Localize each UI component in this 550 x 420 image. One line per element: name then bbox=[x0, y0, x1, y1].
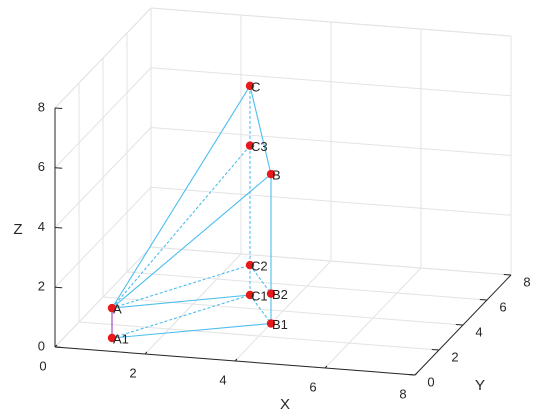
edge bbox=[249, 85, 272, 175]
grid-line bbox=[150, 67, 512, 97]
point bbox=[245, 141, 255, 150]
grid-line bbox=[150, 127, 512, 156]
grid-line bbox=[102, 296, 464, 326]
point-label: C2 bbox=[251, 259, 268, 274]
x-tick-label: 4 bbox=[219, 372, 226, 387]
point-label: A bbox=[113, 302, 122, 317]
y-tick bbox=[503, 273, 512, 276]
edge bbox=[249, 294, 272, 324]
point-label: A1 bbox=[113, 331, 129, 346]
z-tick bbox=[54, 286, 63, 289]
z-tick bbox=[54, 167, 63, 169]
edge bbox=[111, 264, 251, 309]
grid-line bbox=[54, 7, 152, 109]
edges bbox=[111, 85, 272, 339]
y-tick bbox=[455, 323, 464, 326]
z-tick-label: 2 bbox=[38, 279, 45, 294]
z-tick-label: 8 bbox=[38, 99, 45, 114]
x-axis-title: X bbox=[280, 396, 290, 413]
y-tick-label: 2 bbox=[451, 349, 458, 364]
y-tick-label: 6 bbox=[499, 299, 506, 314]
edge bbox=[111, 294, 251, 309]
edge bbox=[111, 294, 251, 339]
edge bbox=[111, 173, 272, 309]
point bbox=[245, 81, 255, 91]
z-tick bbox=[54, 227, 63, 229]
y-axis bbox=[414, 274, 512, 376]
point bbox=[266, 169, 276, 179]
point bbox=[107, 333, 117, 343]
point-label: B bbox=[272, 168, 281, 183]
z-tick-label: 4 bbox=[38, 219, 45, 234]
point-label: B2 bbox=[272, 287, 288, 302]
y-tick-label: 0 bbox=[427, 374, 434, 389]
grid-line bbox=[150, 246, 512, 276]
axes: 0 2 4 6 8 0 2 4 6 8 0 2 4 6 8 bbox=[38, 99, 531, 401]
point bbox=[245, 260, 255, 270]
x-axis bbox=[54, 346, 416, 376]
grid-line bbox=[54, 186, 152, 288]
point-label: C3 bbox=[251, 139, 268, 154]
edge bbox=[249, 264, 272, 294]
edge bbox=[111, 145, 251, 309]
grid-line bbox=[54, 67, 152, 169]
grid-line bbox=[126, 271, 488, 301]
grid-line bbox=[78, 321, 440, 351]
points: A1 A B1 B2 B C1 C2 C3 C bbox=[107, 79, 288, 346]
point bbox=[245, 290, 255, 300]
edge bbox=[111, 85, 251, 309]
grid-line bbox=[54, 127, 152, 228]
point bbox=[107, 303, 117, 313]
edge bbox=[111, 322, 272, 339]
x-tick-label: 6 bbox=[309, 379, 316, 394]
z-tick bbox=[54, 107, 63, 110]
x-tick-label: 8 bbox=[399, 386, 406, 401]
y-tick-label: 4 bbox=[475, 324, 482, 339]
grid-line bbox=[150, 7, 512, 37]
z-axis-title: Z bbox=[13, 221, 22, 238]
y-axis-title: Y bbox=[475, 377, 485, 394]
grid-line bbox=[54, 246, 152, 348]
point-label: C1 bbox=[251, 288, 268, 303]
point bbox=[266, 319, 276, 328]
y-tick-label: 8 bbox=[523, 274, 530, 289]
y-tick bbox=[431, 348, 440, 351]
y-tick bbox=[479, 298, 488, 301]
point-label: C bbox=[251, 79, 260, 94]
z-tick-label: 6 bbox=[38, 159, 45, 174]
point bbox=[266, 289, 276, 298]
x-tick-label: 2 bbox=[129, 365, 136, 380]
point-label: B1 bbox=[272, 317, 288, 332]
z-tick-label: 0 bbox=[38, 338, 45, 353]
x-tick-label: 0 bbox=[39, 358, 46, 373]
